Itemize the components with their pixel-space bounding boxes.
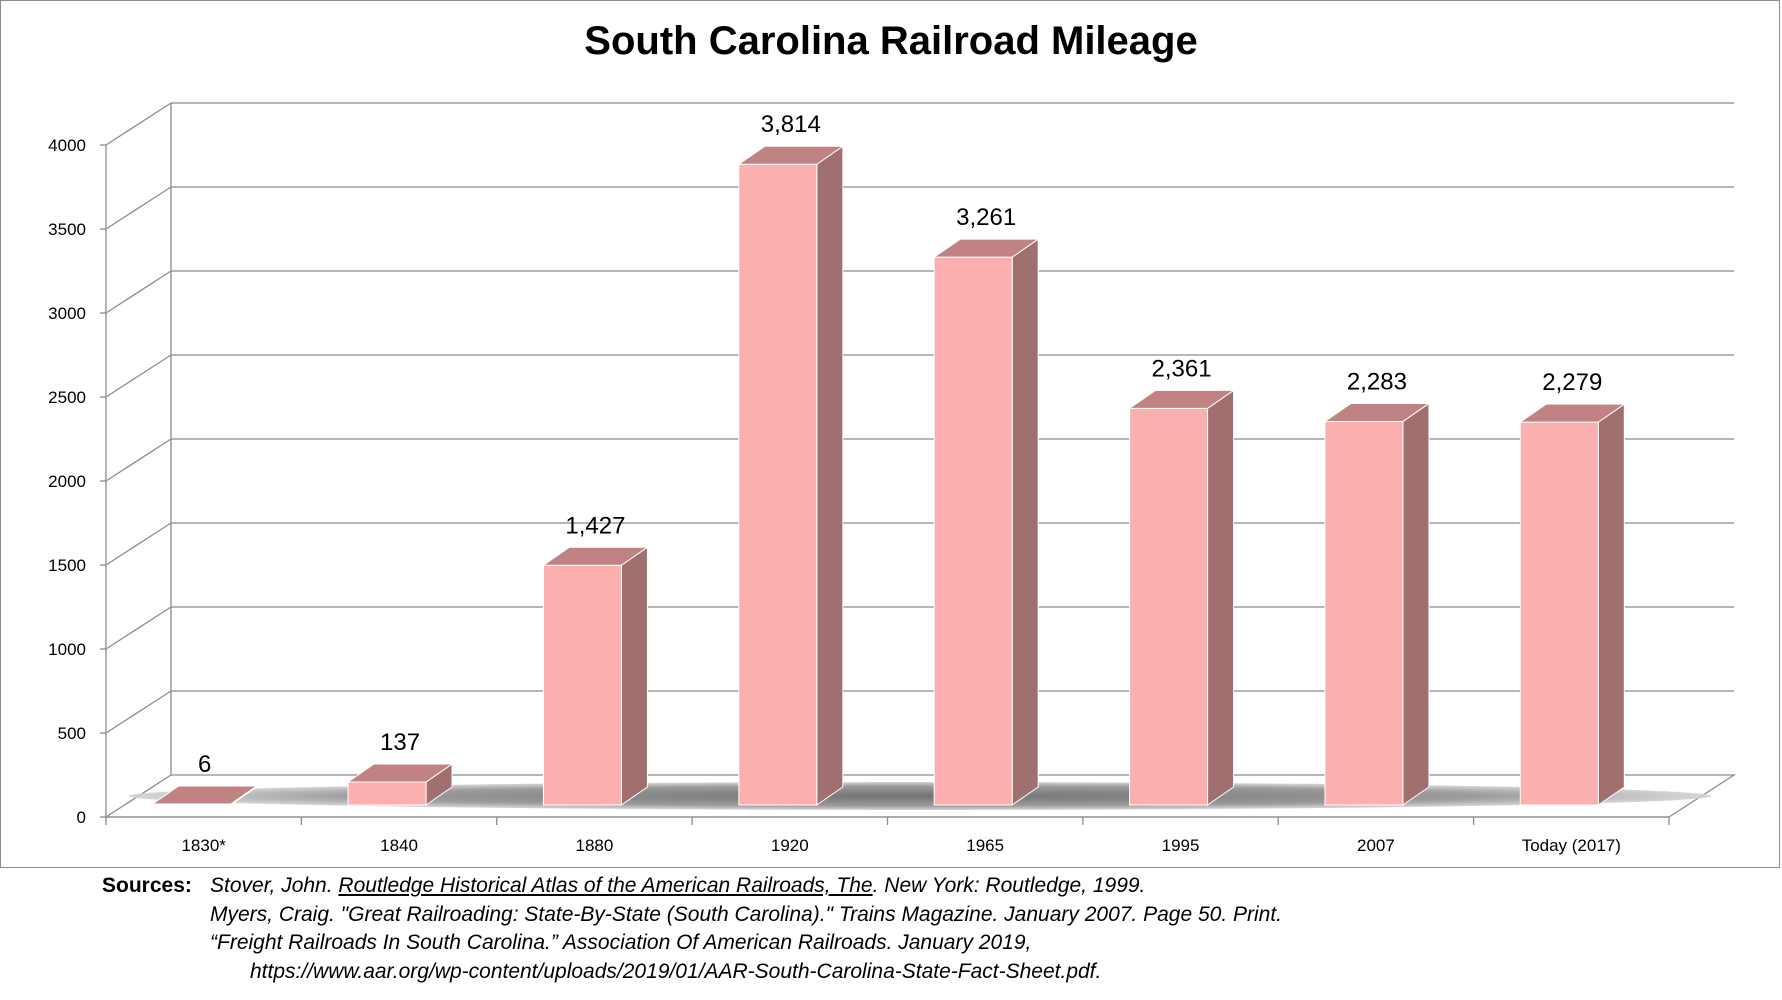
bar-top (1323, 402, 1431, 422)
bar-front (1129, 407, 1209, 806)
bar (346, 763, 454, 806)
bar-side (620, 546, 648, 806)
bar-front (347, 781, 427, 806)
gridline-depth (105, 438, 172, 482)
data-label: 1,427 (565, 512, 625, 539)
source-aar-url: https://www.aar.org/wp-content/uploads/2… (250, 959, 1102, 983)
source-stover-author: Stover, John. (210, 874, 339, 897)
bar-top (932, 238, 1040, 258)
bar-side (816, 145, 844, 806)
bar (737, 145, 845, 806)
data-labels: 6 137 1,427 3,814 3,261 2,361 2,283 2,279 (198, 111, 1602, 778)
bar-top (541, 546, 650, 566)
x-tick-label: 1920 (771, 836, 809, 855)
gridline-depth (105, 354, 172, 398)
bar-chart: South Carolina Railroad Mileage 0 500 1000… (48, 19, 1737, 855)
y-tick-label: 1500 (48, 556, 86, 575)
bar (151, 785, 259, 806)
bar-top (1127, 389, 1236, 409)
gridline-depth (105, 270, 172, 314)
y-tick-label: 0 (77, 808, 86, 827)
data-label: 3,814 (761, 111, 821, 138)
x-axis: 1830* 1840 1880 1920 1965 1995 2007 Today (2017… (105, 816, 1670, 855)
source-myers: Myers, Craig. "Great Railroading: State-… (210, 902, 1283, 926)
bar-top (151, 785, 259, 805)
x-tick-label: 1995 (1162, 836, 1200, 855)
gridlines (105, 102, 1734, 734)
y-axis: 0 500 1000 1500 2000 2500 3000 3500 4000 (48, 136, 107, 827)
gridline-depth (105, 102, 172, 146)
data-label: 2,361 (1152, 355, 1212, 382)
data-label: 137 (380, 729, 420, 756)
bar-front (738, 163, 818, 806)
y-tick-label: 2000 (48, 472, 86, 491)
bars (151, 145, 1626, 806)
bar (541, 546, 650, 806)
x-tick-label: 1840 (380, 836, 418, 855)
data-label: 2,283 (1347, 368, 1407, 395)
y-tick-label: 4000 (48, 136, 86, 155)
bar-front (1324, 420, 1404, 806)
source-aar: “Freight Railroads In South Carolina.” A… (210, 931, 1032, 954)
gridline-depth (105, 606, 172, 650)
gridline-depth (105, 690, 172, 734)
bar-side (1402, 402, 1430, 806)
bar-side (1011, 238, 1039, 806)
bar-side (1207, 389, 1235, 806)
bar (1323, 402, 1431, 806)
y-tick-label: 3500 (48, 220, 86, 239)
bar-top (346, 763, 454, 783)
bar-side (1597, 403, 1625, 806)
source-stover-title: Routledge Historical Atlas of the Americ… (338, 874, 873, 897)
data-label: 6 (198, 751, 211, 778)
gridline-depth (105, 522, 172, 566)
x-tick-label: 1830* (181, 836, 226, 855)
bar (1518, 403, 1626, 806)
bar-top (737, 145, 845, 165)
bar-top (1518, 403, 1626, 423)
bar (932, 238, 1040, 806)
data-label: 2,279 (1542, 369, 1602, 396)
x-tick-label: Today (2017) (1522, 836, 1621, 855)
x-tick-label: 2007 (1357, 836, 1395, 855)
gridline-depth (105, 186, 172, 230)
y-tick-label: 500 (58, 724, 86, 743)
chart-frame: South Carolina Railroad Mileage 0 500 1000… (0, 0, 1780, 868)
bar-front (542, 564, 622, 806)
x-tick-label: 1880 (576, 836, 614, 855)
bar (1127, 389, 1236, 806)
x-tick-label: 1965 (966, 836, 1004, 855)
bar-front (933, 256, 1013, 806)
source-stover-publisher: . New York: Routledge, 1999. (872, 874, 1146, 897)
source-stover: Stover, John. Routledge Historical Atlas… (210, 872, 1282, 901)
bar-front (1519, 421, 1599, 806)
data-label: 3,261 (956, 204, 1016, 231)
chart-title: South Carolina Railroad Mileage (584, 19, 1197, 63)
y-tick-label: 3000 (48, 304, 86, 323)
floor-shadow (128, 782, 1712, 810)
y-tick-label: 2500 (48, 388, 86, 407)
sources-label: Sources: (102, 874, 192, 897)
y-tick-label: 1000 (48, 640, 86, 659)
sources-list: Stover, John. Routledge Historical Atlas… (210, 872, 1282, 986)
